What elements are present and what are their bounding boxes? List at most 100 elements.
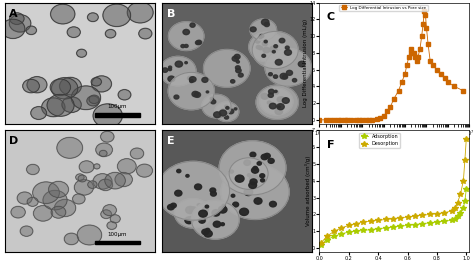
Circle shape [9, 15, 31, 32]
Circle shape [264, 153, 270, 159]
Circle shape [190, 23, 195, 27]
Circle shape [278, 106, 281, 108]
Text: A: A [9, 9, 18, 19]
Circle shape [285, 46, 289, 49]
Circle shape [177, 169, 181, 173]
Y-axis label: Log Differential Intrusion (mL/g): Log Differential Intrusion (mL/g) [302, 19, 308, 107]
Circle shape [273, 75, 278, 78]
Circle shape [184, 45, 188, 47]
Circle shape [277, 97, 283, 102]
Circle shape [195, 184, 201, 190]
Text: E: E [166, 136, 174, 146]
Circle shape [51, 4, 75, 24]
Circle shape [157, 161, 229, 220]
Adsorption [346, 231, 352, 234]
Circle shape [71, 86, 100, 110]
Desorption [353, 222, 359, 225]
Desorption [338, 226, 344, 230]
Circle shape [55, 199, 76, 217]
Circle shape [26, 26, 36, 35]
Circle shape [268, 159, 274, 163]
Circle shape [269, 89, 274, 94]
Circle shape [228, 109, 234, 114]
Circle shape [263, 47, 270, 53]
Circle shape [87, 96, 99, 106]
Circle shape [221, 164, 289, 220]
Circle shape [221, 109, 225, 112]
Circle shape [280, 73, 287, 79]
Circle shape [274, 90, 277, 92]
Circle shape [205, 228, 210, 232]
Circle shape [215, 102, 239, 122]
Desorption [419, 214, 425, 217]
Circle shape [269, 48, 274, 52]
Circle shape [169, 66, 172, 69]
Line: Adsorption: Adsorption [318, 186, 469, 248]
Circle shape [62, 97, 81, 112]
Circle shape [27, 77, 47, 93]
Desorption [346, 224, 352, 227]
Desorption [375, 219, 381, 222]
Text: F: F [327, 140, 335, 150]
Circle shape [91, 76, 111, 92]
Adsorption [462, 199, 468, 203]
Circle shape [47, 94, 74, 116]
Circle shape [277, 104, 284, 110]
Circle shape [260, 174, 264, 178]
Desorption [461, 179, 466, 182]
Circle shape [262, 42, 267, 46]
Circle shape [27, 197, 38, 206]
Circle shape [27, 164, 39, 174]
Circle shape [93, 174, 112, 189]
Desorption [324, 235, 329, 238]
Adsorption [434, 220, 440, 223]
Circle shape [118, 159, 136, 174]
Circle shape [269, 103, 276, 109]
Adsorption [441, 220, 447, 223]
Circle shape [139, 28, 152, 39]
Circle shape [127, 2, 153, 23]
Circle shape [270, 201, 276, 207]
Circle shape [50, 79, 71, 96]
Circle shape [281, 97, 283, 99]
Circle shape [247, 174, 251, 177]
Circle shape [261, 179, 264, 182]
Circle shape [275, 108, 283, 114]
Bar [95, 113, 140, 117]
Circle shape [17, 192, 32, 204]
Circle shape [262, 19, 269, 25]
Adsorption [318, 243, 324, 246]
Circle shape [67, 27, 80, 37]
Legend: Log Differential Intrusion vs Pore size: Log Differential Intrusion vs Pore size [339, 5, 428, 11]
Circle shape [261, 93, 268, 99]
Circle shape [202, 78, 208, 82]
Circle shape [202, 210, 206, 214]
Circle shape [175, 61, 182, 67]
Circle shape [233, 202, 238, 207]
Circle shape [272, 49, 277, 53]
Text: D: D [9, 136, 18, 146]
Circle shape [107, 222, 117, 230]
Circle shape [73, 194, 85, 204]
Circle shape [43, 190, 67, 210]
Line: Desorption: Desorption [318, 136, 469, 246]
Circle shape [168, 68, 172, 71]
Circle shape [203, 50, 250, 87]
Circle shape [174, 199, 211, 228]
Circle shape [219, 206, 227, 213]
Circle shape [273, 51, 275, 53]
Desorption [427, 213, 432, 216]
Adsorption [412, 223, 418, 226]
Circle shape [275, 59, 282, 65]
Circle shape [118, 90, 131, 100]
Circle shape [175, 190, 182, 196]
Circle shape [100, 131, 114, 142]
Circle shape [232, 56, 238, 61]
Circle shape [48, 181, 69, 198]
Circle shape [214, 112, 221, 118]
Circle shape [198, 216, 207, 223]
Circle shape [210, 188, 216, 193]
Desorption [462, 159, 468, 162]
Circle shape [205, 205, 209, 208]
Circle shape [192, 91, 199, 97]
